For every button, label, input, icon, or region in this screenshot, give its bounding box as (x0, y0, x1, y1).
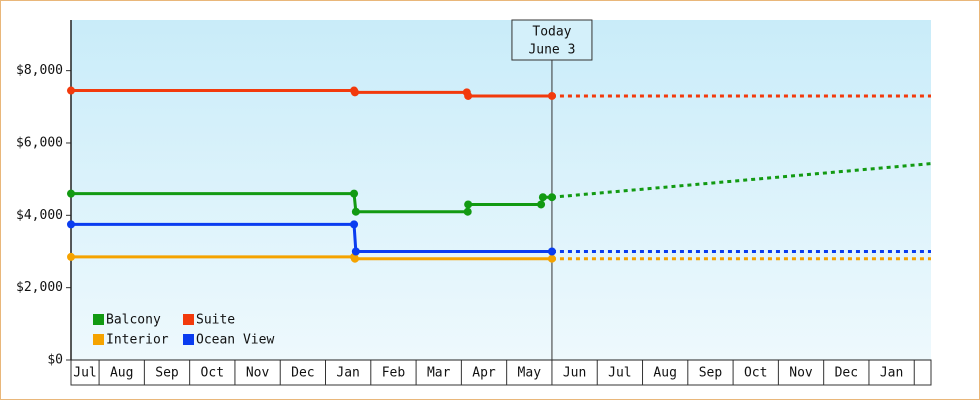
y-tick-label: $0 (47, 353, 63, 368)
x-tick-label: Aug (110, 366, 133, 381)
y-tick-label: $8,000 (16, 63, 63, 78)
plot-area (71, 20, 931, 360)
legend-label: Ocean View (196, 333, 274, 348)
point (538, 193, 547, 202)
legend-label: Suite (196, 313, 235, 328)
x-tick-label: Jan (880, 366, 903, 381)
point (351, 207, 360, 216)
today-label: June 3 (528, 43, 575, 58)
x-tick-label: May (518, 366, 542, 381)
point (547, 91, 556, 100)
point (67, 252, 75, 261)
point (547, 247, 556, 256)
legend-swatch (93, 314, 104, 325)
legend-swatch (183, 314, 194, 325)
point (351, 247, 360, 256)
point (463, 207, 472, 216)
x-tick-label: Jun (563, 366, 586, 381)
x-tick-label: Feb (382, 366, 406, 381)
point (350, 189, 359, 198)
point (537, 200, 546, 209)
series-line (71, 89, 552, 98)
x-tick-label: Jul (608, 366, 631, 381)
y-tick-label: $4,000 (16, 208, 63, 223)
legend-label: Interior (106, 333, 169, 348)
x-tick-label: Jul (73, 366, 96, 381)
x-tick-label: Mar (427, 366, 451, 381)
x-tick-label: Nov (789, 366, 813, 381)
x-tick-label: Nov (246, 366, 270, 381)
y-tick-label: $2,000 (16, 280, 63, 295)
point (464, 91, 473, 100)
x-tick-label: Aug (653, 366, 676, 381)
point (350, 254, 359, 263)
x-tick-label: Sep (155, 366, 179, 381)
x-tick-label: Jan (336, 366, 359, 381)
point (67, 86, 75, 95)
point (547, 254, 556, 263)
x-tick-label: Apr (472, 366, 496, 381)
x-tick-label: Dec (291, 366, 314, 381)
x-tick-label: Oct (744, 366, 767, 381)
point (350, 88, 359, 97)
point (67, 220, 75, 229)
point (67, 189, 75, 198)
series-line (71, 222, 552, 253)
point (350, 220, 359, 229)
legend-label: Balcony (106, 313, 161, 328)
y-tick-label: $6,000 (16, 135, 63, 150)
x-tick-label: Sep (699, 366, 723, 381)
today-box (511, 19, 593, 61)
point (547, 193, 556, 202)
x-axis-band (70, 359, 932, 386)
legend-swatch (183, 334, 194, 345)
today-label: Today (532, 25, 571, 40)
legend-swatch (93, 334, 104, 345)
point (464, 200, 473, 209)
x-tick-label: Oct (201, 366, 224, 381)
x-tick-label: Dec (835, 366, 858, 381)
